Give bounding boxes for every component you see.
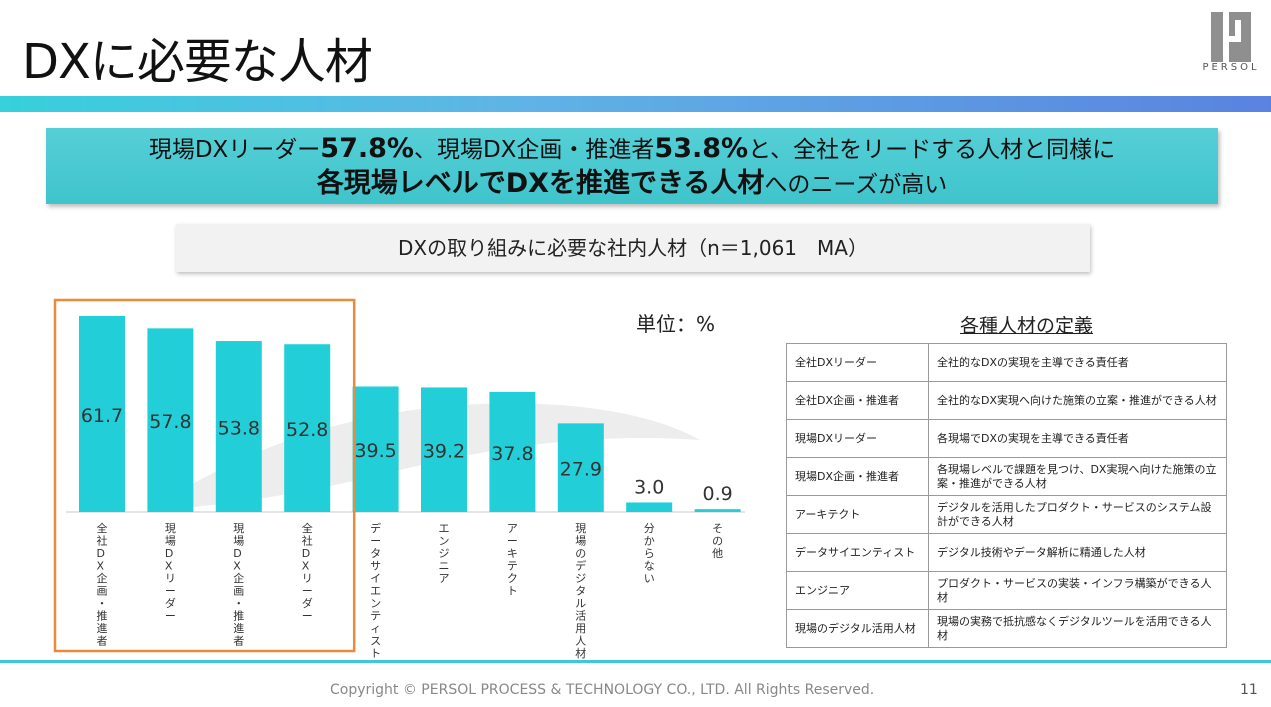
- table-row: 全社DX企画・推進者 全社的なDX実現へ向けた施策の立案・推進ができる人材: [786, 381, 1227, 420]
- table-row: 現場DXリーダー 各現場でDXの実現を主導できる責任者: [786, 419, 1227, 458]
- table-row: エンジニア プロダクト・サービスの実装・インフラ構築ができる人材: [786, 571, 1227, 610]
- logo-text: PERSOL: [1202, 62, 1260, 73]
- definition-desc: 全社的なDXの実現を主導できる責任者: [928, 343, 1227, 382]
- category-label: エンジニア: [439, 522, 450, 585]
- definition-term: 現場のデジタル活用人材: [786, 609, 929, 648]
- definition-desc: デジタルを活用したプロダクト・サービスのシステム設計ができる人材: [928, 495, 1227, 534]
- headline-highlight-value: 53.8%: [654, 133, 749, 164]
- category-label: 現場 D X リーダー: [165, 522, 176, 623]
- table-row: 全社DXリーダー 全社的なDXの実現を主導できる責任者: [786, 343, 1227, 382]
- highlight-frame: [53, 298, 356, 653]
- definitions-title: 各種人材の定義: [960, 315, 1094, 337]
- bar: [421, 387, 467, 512]
- table-row: アーキテクト デジタルを活用したプロダクト・サービスのシステム設計ができる人材: [786, 495, 1227, 534]
- category-label: 現場のデジタル活用人材: [575, 522, 586, 660]
- table-row: データサイエンティスト デジタル技術やデータ解析に精通した人材: [786, 533, 1227, 572]
- header-gradient-bar: [0, 96, 1271, 112]
- category-label: 全社 D X リーダー: [302, 521, 313, 623]
- definition-term: エンジニア: [786, 571, 929, 610]
- definition-term: 現場DX企画・推進者: [786, 457, 929, 496]
- definition-desc: 各現場レベルで課題を見つけ、DX実現へ向けた施策の立案・推進ができる人材: [928, 457, 1227, 496]
- bar: [215, 341, 262, 512]
- data-label: 61.7: [81, 405, 123, 427]
- data-label: 52.8: [286, 419, 328, 441]
- data-label: 0.9: [702, 483, 732, 505]
- bar: [284, 344, 331, 512]
- data-label: 53.8: [218, 418, 260, 440]
- category-label: その他: [712, 522, 723, 560]
- category-label: データサイエンティスト: [370, 521, 381, 660]
- headline-box: 現場DXリーダー57.8%、現場DX企画・推進者53.8%と、全社をリードする人…: [46, 128, 1218, 204]
- category-label: 分からない: [644, 522, 655, 585]
- category-label: アーキテクト: [507, 522, 518, 598]
- definition-term: 全社DX企画・推進者: [786, 381, 929, 420]
- bar: [489, 391, 536, 512]
- bar-chart: 61.7 全社 D X 企画・推進者 57.8 現場 D X リーダー 53.8 現場 D X 企画・推進者…: [53, 298, 745, 660]
- page-title: DXに必要な人材: [22, 34, 373, 90]
- definition-desc: 各現場でDXの実現を主導できる責任者: [928, 419, 1227, 458]
- definitions-table: 全社DXリーダー 全社的なDXの実現を主導できる責任者 全社DX企画・推進者 全社的…: [786, 343, 1227, 648]
- definition-term: アーキテクト: [786, 495, 929, 534]
- bar: [557, 423, 604, 512]
- headline-text: へのニーズが高い: [764, 172, 948, 198]
- headline-text: と、全社をリードする人材と同様に: [748, 137, 1116, 163]
- copyright-text: Copyright © PERSOL PROCESS & TECHNOLOGY …: [330, 682, 875, 698]
- data-label: 57.8: [149, 411, 191, 433]
- definition-desc: 全社的なDX実現へ向けた施策の立案・推進ができる人材: [928, 381, 1227, 420]
- definition-desc: プロダクト・サービスの実装・インフラ構築ができる人材: [928, 571, 1227, 610]
- definition-term: 全社DXリーダー: [786, 343, 929, 382]
- data-label: 39.5: [354, 440, 396, 462]
- headline-text: 現場DXリーダー: [148, 137, 321, 163]
- data-label: 27.9: [560, 459, 602, 481]
- footer-bar: [0, 660, 1271, 663]
- headline-emphasis: 各現場レベルでDXを推進できる人材: [316, 168, 765, 199]
- definition-desc: 現場の実務で抵抗感なくデジタルツールを活用できる人材: [928, 609, 1227, 648]
- definition-term: データサイエンティスト: [786, 533, 929, 572]
- bar: [79, 315, 125, 512]
- table-row: 現場DX企画・推進者 各現場レベルで課題を見つけ、DX実現へ向けた施策の立案・推進…: [786, 457, 1227, 496]
- page-number: 11: [1240, 682, 1258, 698]
- headline-line-1: 現場DXリーダー57.8%、現場DX企画・推進者53.8%と、全社をリードする人…: [46, 134, 1218, 165]
- table-row: 現場のデジタル活用人材 現場の実務で抵抗感なくデジタルツールを活用できる人材: [786, 609, 1227, 648]
- bar: [352, 386, 399, 512]
- unit-label: 単位：%: [636, 312, 716, 336]
- category-label: 全社 D X 企画・推進者: [97, 521, 108, 648]
- data-label: 37.8: [491, 443, 533, 465]
- data-label: 3.0: [634, 476, 664, 498]
- bar: [694, 509, 741, 512]
- category-label: 現場 D X 企画・推進者: [233, 522, 244, 648]
- headline-highlight-value: 57.8%: [320, 133, 414, 164]
- persol-logo-icon: [1211, 12, 1251, 62]
- data-label: 39.2: [423, 441, 465, 463]
- headline-line-2: 各現場レベルでDXを推進できる人材へのニーズが高い: [46, 168, 1218, 201]
- definition-term: 現場DXリーダー: [786, 419, 929, 458]
- bar: [626, 502, 673, 512]
- chart-subtitle: DXの取り組みに必要な社内人材（n＝1,061 MA）: [176, 224, 1090, 272]
- bar: [147, 328, 194, 512]
- definition-desc: デジタル技術やデータ解析に精通した人材: [928, 533, 1227, 572]
- headline-text: 、現場DX企画・推進者: [413, 137, 655, 163]
